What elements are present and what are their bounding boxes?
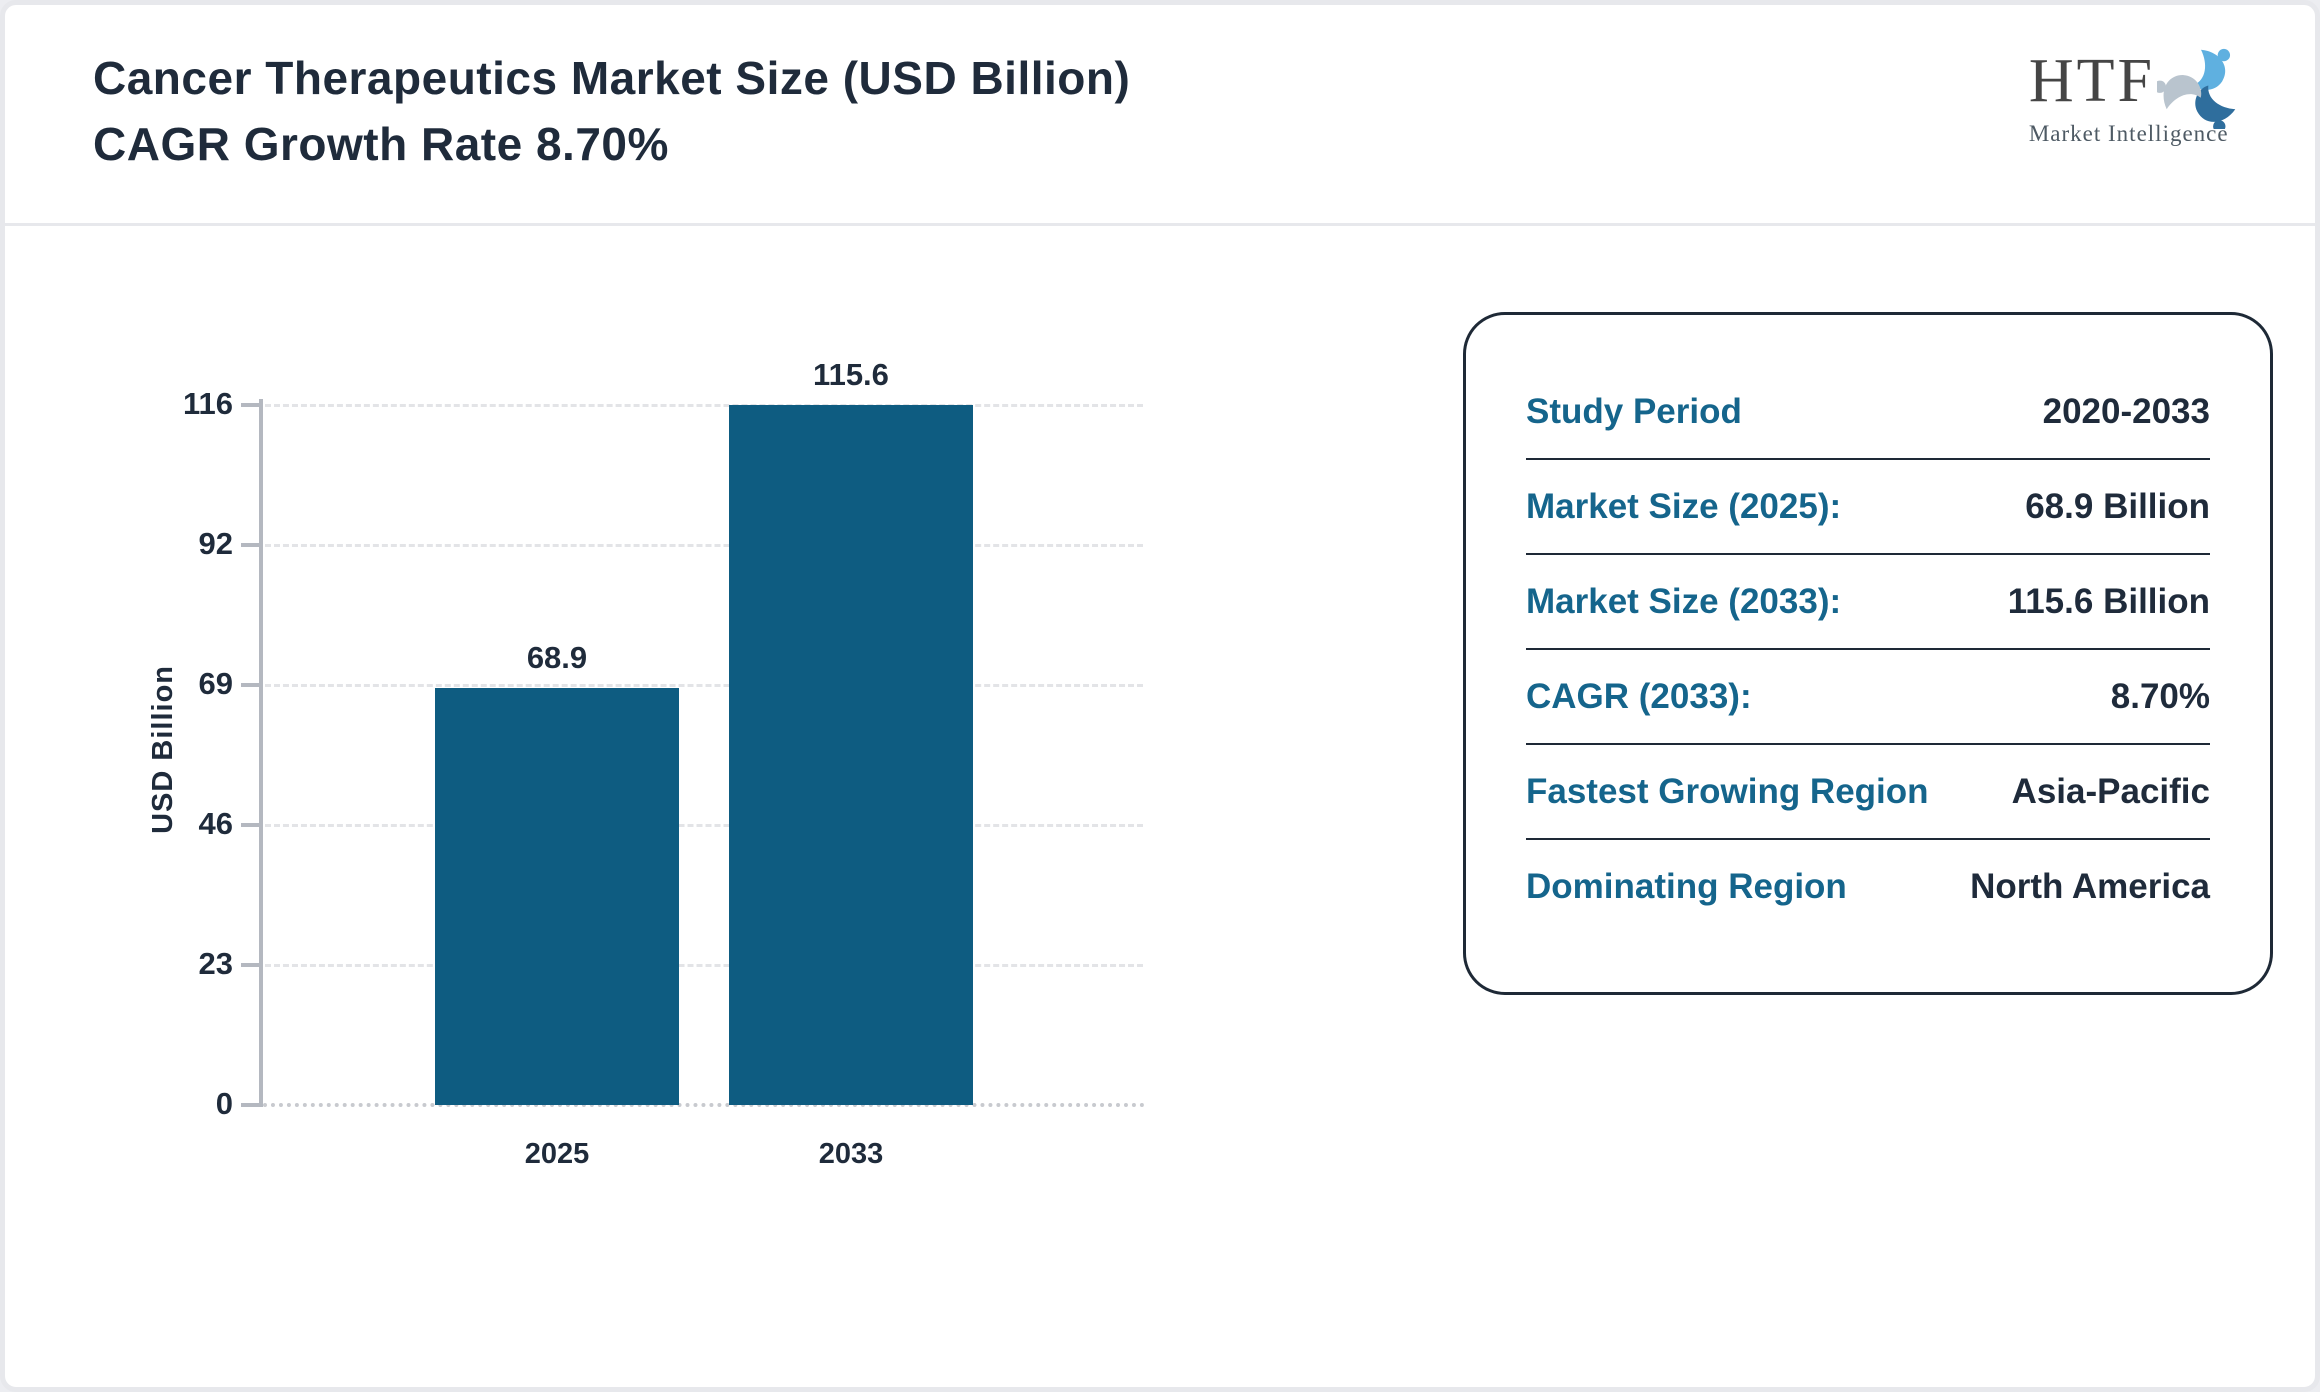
header-divider: [5, 223, 2315, 226]
y-tick-label: 46: [198, 806, 233, 841]
grid-line: [265, 824, 1143, 827]
htf-logo-subtitle: Market Intelligence: [2028, 121, 2229, 146]
x-tick-label: 2033: [818, 1138, 884, 1170]
y-tick-label: 0: [215, 1086, 233, 1121]
summary-row: Study Period 2020-2033: [1526, 365, 2210, 460]
summary-row-label: Market Size (2033):: [1526, 581, 1842, 621]
y-axis-line: [259, 399, 263, 1107]
bar: [434, 687, 679, 1105]
htf-logo: HTF Market Intelligence: [2029, 45, 2245, 147]
summary-row-label: Dominating Region: [1526, 866, 1847, 906]
bar: [728, 405, 973, 1105]
summary-row: Fastest Growing Region Asia-Pacific: [1526, 745, 2210, 840]
y-tick-mark: [241, 683, 259, 687]
summary-row-label: Market Size (2025):: [1526, 486, 1842, 526]
y-tick-label: 116: [182, 386, 233, 421]
htf-logo-text: HTF: [2028, 47, 2155, 115]
x-tick-label: 2025: [524, 1138, 590, 1170]
summary-row-value: Asia-Pacific: [2011, 771, 2210, 811]
y-tick-mark: [241, 823, 259, 827]
y-tick-label: 23: [198, 946, 233, 981]
grid-line: [265, 964, 1143, 967]
y-tick-label: 92: [198, 526, 233, 561]
summary-row: Market Size (2025): 68.9 Billion: [1526, 460, 2210, 555]
summary-row-value: 2020-2033: [2042, 391, 2210, 431]
page-title: Cancer Therapeutics Market Size (USD Bil…: [93, 45, 1130, 177]
bar-value-label: 68.9: [526, 639, 588, 675]
market-summary-card: Study Period 2020-2033 Market Size (2025):…: [1463, 312, 2273, 995]
htf-logo-row: HTF: [2029, 45, 2245, 129]
summary-row-value: 68.9 Billion: [2025, 486, 2210, 526]
summary-row-value: 115.6 Billion: [2007, 581, 2210, 621]
three-figures-swirl-icon: [2157, 48, 2236, 129]
summary-row-label: Fastest Growing Region: [1526, 771, 1929, 811]
bar-value-label: 115.6: [813, 357, 889, 392]
page-title-line2: CAGR Growth Rate 8.70%: [93, 118, 669, 170]
summary-row-label: Study Period: [1526, 391, 1742, 431]
x-axis-baseline: [263, 1103, 1145, 1107]
summary-row-label: CAGR (2033):: [1526, 676, 1752, 716]
summary-row: Dominating Region North America: [1526, 840, 2210, 933]
summary-row: CAGR (2033): 8.70%: [1526, 650, 2210, 745]
summary-row: Market Size (2033): 115.6 Billion: [1526, 555, 2210, 650]
y-tick-mark: [241, 543, 259, 547]
summary-row-value: North America: [1970, 866, 2210, 906]
y-tick-mark: [241, 963, 259, 967]
grid-line: [265, 404, 1143, 407]
y-tick-mark: [241, 1103, 259, 1107]
y-tick-label: 69: [198, 666, 233, 701]
grid-line: [265, 684, 1143, 687]
page-title-line1: Cancer Therapeutics Market Size (USD Bil…: [93, 52, 1131, 104]
summary-row-value: 8.70%: [2110, 676, 2210, 716]
plot-area: 0 23 46 69 92 116 68.9 2025 115.6 2033: [183, 357, 1145, 1170]
y-tick-mark: [241, 403, 259, 407]
grid-line: [265, 544, 1143, 547]
